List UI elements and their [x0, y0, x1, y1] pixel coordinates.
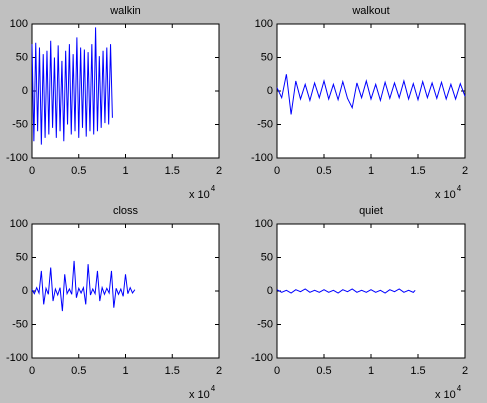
- x-multiplier: x 10: [189, 189, 210, 201]
- y-tick-label: 0: [22, 285, 28, 297]
- x-tick-label: 2: [462, 165, 468, 177]
- x-tick-label: 2: [216, 165, 222, 177]
- plot-area: [31, 23, 220, 159]
- y-tick-label: -100: [251, 152, 273, 164]
- x-exponent: 4: [211, 184, 216, 193]
- x-tick-label: 1.5: [410, 365, 425, 377]
- y-tick-label: -100: [6, 152, 28, 164]
- subplot-title: quiet: [359, 205, 383, 217]
- y-tick-label: 100: [255, 18, 273, 30]
- y-tick-label: -50: [12, 318, 28, 330]
- x-tick-label: 1.5: [165, 165, 180, 177]
- y-tick-label: 100: [255, 218, 273, 230]
- x-tick-label: 0.5: [71, 365, 86, 377]
- x-multiplier: x 10: [435, 389, 456, 401]
- x-exponent: 4: [457, 184, 462, 193]
- x-exponent: 4: [211, 384, 216, 393]
- y-tick-label: 0: [267, 285, 273, 297]
- signal-line: [31, 27, 113, 145]
- x-tick-label: 2: [216, 365, 222, 377]
- x-tick-label: 1.5: [165, 365, 180, 377]
- x-exponent: 4: [457, 384, 462, 393]
- x-tick-label: 0: [274, 365, 280, 377]
- subplot-title: closs: [113, 205, 139, 217]
- x-tick-label: 1: [122, 365, 128, 377]
- y-tick-label: 50: [16, 51, 28, 63]
- y-tick-label: 50: [16, 251, 28, 263]
- x-tick-label: 0: [29, 165, 35, 177]
- x-tick-label: 0: [274, 165, 280, 177]
- y-tick-label: 50: [261, 51, 273, 63]
- y-tick-label: 50: [261, 251, 273, 263]
- y-tick-label: -50: [257, 318, 273, 330]
- subplot-title: walkin: [109, 5, 141, 17]
- signal-line: [276, 74, 466, 115]
- signal-line: [31, 260, 136, 312]
- y-tick-label: -100: [6, 352, 28, 364]
- x-tick-label: 0.5: [316, 165, 331, 177]
- y-tick-label: -50: [12, 118, 28, 130]
- signal-line: [276, 288, 416, 294]
- x-tick-label: 0.5: [71, 165, 86, 177]
- x-tick-label: 1: [122, 165, 128, 177]
- subplot-title: walkout: [351, 5, 389, 17]
- subplot: closs -100 -50 0 50 100 0 0.5 1 1.5 2 x 104: [6, 205, 222, 401]
- y-tick-label: 0: [22, 85, 28, 97]
- x-tick-label: 1: [368, 165, 374, 177]
- y-tick-label: 100: [10, 218, 28, 230]
- x-tick-label: 2: [462, 365, 468, 377]
- x-multiplier: x 10: [435, 189, 456, 201]
- y-tick-label: -50: [257, 118, 273, 130]
- x-tick-label: 0: [29, 365, 35, 377]
- x-tick-label: 1.5: [410, 165, 425, 177]
- subplot: walkout -100 -50 0 50 100 0 0.5 1 1.5 2 x 104: [251, 5, 468, 201]
- y-tick-label: 0: [267, 85, 273, 97]
- subplot: walkin -100 -50 0 50 100 0 0.5 1 1.5 2 x 104: [6, 5, 222, 201]
- plot-area: [276, 223, 466, 359]
- plot-area: [276, 23, 466, 159]
- x-tick-label: 0.5: [316, 365, 331, 377]
- x-multiplier: x 10: [189, 389, 210, 401]
- x-tick-label: 1: [368, 365, 374, 377]
- y-tick-label: -100: [251, 352, 273, 364]
- y-tick-label: 100: [10, 18, 28, 30]
- subplot: quiet -100 -50 0 50 100 0 0.5 1 1.5 2 x 104: [251, 205, 468, 401]
